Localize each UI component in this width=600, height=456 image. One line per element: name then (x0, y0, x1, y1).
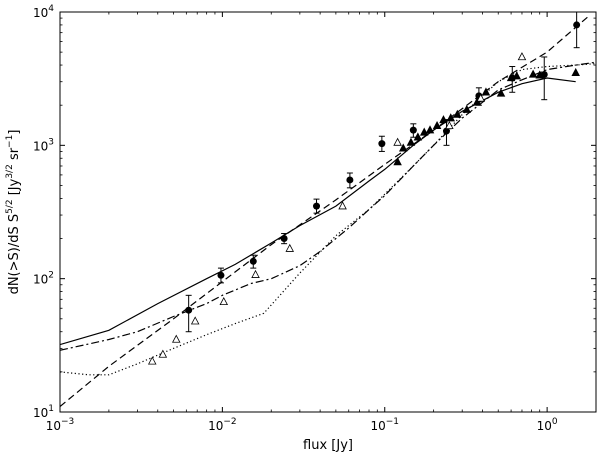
filled-triangle-marker (535, 70, 544, 79)
y-tick-label: 101 (33, 404, 54, 420)
filled-triangle-marker (425, 125, 435, 134)
dash-dot-line-curve (60, 61, 596, 351)
filled-triangle-marker (432, 120, 442, 130)
x-tick-label: 100 (537, 417, 558, 433)
x-tick-label: 10−2 (208, 417, 237, 433)
circle-point (378, 135, 386, 152)
y-tick-label: 103 (33, 137, 54, 153)
filled-triangle-marker (528, 69, 538, 78)
model-curves (60, 15, 596, 407)
circle-marker (573, 21, 581, 29)
filled-triangle-marker (406, 137, 416, 146)
axis-ticks: 10−3 10−2 10−1 100 101 102 103 104 (33, 4, 597, 433)
open-triangle-marker (476, 93, 485, 102)
open-triangle-marker (219, 297, 229, 306)
open-triangle-marker (190, 316, 200, 325)
circle-point (540, 56, 548, 101)
circle-marker (249, 257, 257, 265)
circle-marker (346, 176, 354, 184)
filled-triangle-marker (446, 113, 456, 122)
circle-point (409, 123, 417, 138)
open-triangle-marker (158, 349, 168, 358)
x-axis-label: flux [Jy] (303, 438, 353, 453)
filled-triangle-marker (439, 115, 448, 124)
filled-triangle-marker (571, 67, 580, 76)
circle-point (313, 198, 321, 214)
open-triangle-marker (285, 243, 295, 252)
y-tick-label: 104 (33, 4, 54, 20)
open-triangle-marker (147, 356, 157, 365)
circle-point (280, 233, 288, 245)
y-tick-label: 102 (33, 271, 54, 287)
circle-marker (442, 127, 450, 135)
circle-point (249, 254, 257, 269)
open-triangle-marker (445, 120, 454, 130)
open-triangle-marker (338, 201, 347, 210)
circle-point (442, 119, 450, 146)
filled-triangle-marker (453, 109, 462, 118)
dashed-line-curve (60, 15, 589, 407)
filled-triangle-marker (462, 104, 472, 113)
dotted-line-curve (60, 63, 596, 376)
filled-triangle-marker (472, 97, 482, 106)
circle-marker (378, 140, 386, 148)
circle-point (185, 294, 193, 333)
open-triangle-marker (251, 269, 260, 278)
circle-marker (280, 235, 288, 243)
data-markers (147, 12, 581, 365)
filled-triangle-marker (481, 87, 491, 96)
filled-triangle-marker (512, 71, 522, 80)
filled-triangle-marker (398, 143, 408, 152)
x-tick-label: 10−3 (46, 417, 75, 433)
circle-point (573, 12, 581, 49)
filled-triangle-marker (393, 157, 402, 166)
solid-line-curve (60, 77, 576, 346)
circle-marker (185, 306, 193, 314)
filled-triangle-marker (413, 132, 423, 141)
circle-point (346, 172, 354, 189)
circle-marker (409, 126, 417, 134)
filled-triangle-marker (496, 88, 506, 97)
open-triangle-marker (517, 52, 527, 61)
open-triangle-marker (171, 334, 181, 343)
circle-marker (313, 202, 321, 210)
plot-frame (59, 11, 597, 413)
circle-marker (217, 271, 225, 279)
filled-triangle-marker (419, 127, 429, 136)
open-triangle-marker (393, 137, 402, 146)
circle-point (217, 267, 225, 284)
x-tick-label: 10−1 (370, 417, 399, 433)
y-axis-label: dN(>S)/dS S5/2 [Jy3/2 sr−1] (5, 130, 22, 295)
